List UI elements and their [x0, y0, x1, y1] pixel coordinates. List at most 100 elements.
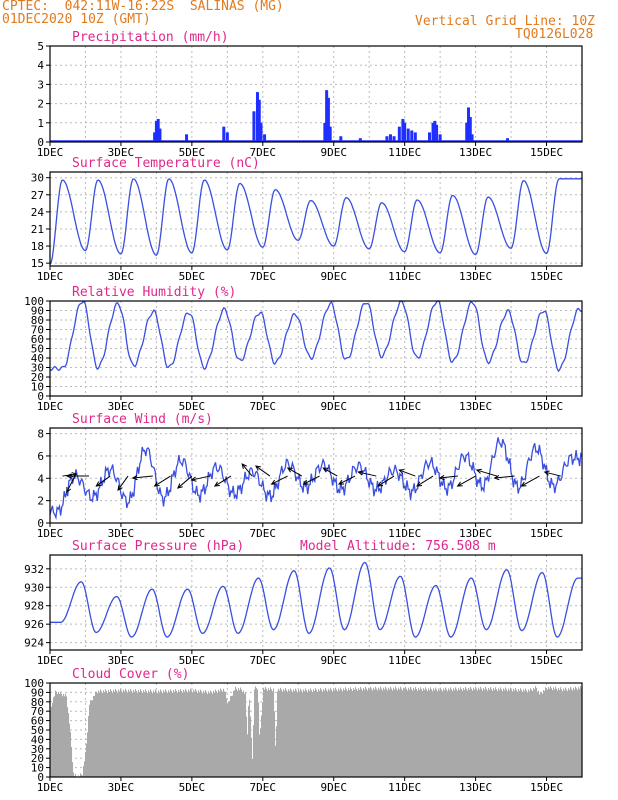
y-tick-label: 20 — [31, 752, 44, 765]
cloud-column — [407, 690, 409, 777]
cloud-column — [126, 690, 128, 777]
cloud-column — [84, 761, 86, 777]
cloud-column — [426, 689, 428, 777]
y-tick-label: 50 — [31, 343, 44, 356]
cloud-column — [566, 689, 568, 777]
x-tick-label: 11DEC — [388, 400, 421, 413]
precip-bar — [259, 122, 263, 142]
cloud-column — [567, 691, 569, 777]
cloud-column — [236, 688, 238, 777]
precip-bar — [358, 138, 362, 142]
cloud-column — [534, 689, 536, 777]
wind-arrow — [132, 475, 153, 479]
cloud-column — [527, 692, 529, 777]
y-tick-label: 6 — [37, 450, 44, 463]
cloud-column — [406, 688, 408, 777]
cloud-column — [298, 689, 300, 777]
cloud-column — [220, 688, 222, 777]
cloud-column — [443, 688, 445, 777]
cloud-column — [338, 688, 340, 777]
cloud-column — [516, 689, 518, 777]
cloud-column — [222, 691, 224, 777]
panel-frame — [49, 682, 583, 778]
cloud-column — [396, 688, 398, 777]
cloud-column — [149, 692, 151, 777]
cloud-column — [579, 688, 581, 777]
cloud-column — [53, 697, 55, 777]
cloud-column — [417, 690, 419, 777]
precip-bar — [255, 92, 259, 142]
cloud-column — [64, 696, 66, 777]
cloud-column — [398, 687, 400, 777]
precip-bar — [257, 99, 261, 142]
cloud-column — [154, 692, 156, 777]
precip-bar — [431, 122, 435, 142]
wind-arrow-head — [286, 467, 293, 473]
cloud-column — [326, 689, 328, 777]
precip-bar — [397, 126, 401, 142]
cloud-column — [215, 689, 217, 777]
cloud-column — [337, 691, 339, 777]
cloud-column — [446, 689, 448, 777]
wind-arrow — [476, 469, 498, 477]
cloud-column — [179, 691, 181, 777]
cloud-column — [102, 693, 104, 777]
cloud-column — [68, 713, 70, 777]
cloud-column — [355, 687, 357, 777]
cloud-column — [353, 688, 355, 777]
cloud-column — [197, 692, 199, 777]
cloud-column — [530, 688, 532, 777]
cloud-column — [508, 688, 510, 777]
cloud-column — [97, 693, 99, 777]
cloud-column — [206, 692, 208, 777]
cloud-column — [488, 688, 490, 777]
cloud-column — [300, 688, 302, 777]
x-tick-label: 11DEC — [388, 654, 421, 667]
x-tick-label: 3DEC — [108, 527, 135, 540]
cloud-column — [123, 689, 125, 777]
cloud-column — [577, 690, 579, 777]
cloud-column — [234, 690, 236, 777]
precip-bar — [326, 97, 330, 142]
y-tick-label: 10 — [31, 381, 44, 394]
cloud-column — [152, 693, 154, 777]
x-tick-label: 3DEC — [108, 146, 135, 159]
cloud-column — [171, 691, 173, 777]
cloud-column — [411, 688, 413, 777]
cloud-column — [414, 689, 416, 777]
x-tick-label: 11DEC — [388, 146, 421, 159]
wind-arrow-head — [131, 475, 138, 481]
cloud-column — [514, 690, 516, 777]
cloud-column — [536, 687, 538, 777]
cloud-column — [168, 690, 170, 777]
cloud-column — [146, 691, 148, 777]
cloud-column — [296, 690, 298, 777]
wind-arrow — [177, 475, 193, 489]
cloud-column — [341, 689, 343, 777]
cloud-column — [525, 688, 527, 777]
x-tick-label: 1DEC — [37, 527, 64, 540]
cloud-column — [444, 690, 446, 777]
y-tick-label: 930 — [24, 581, 44, 594]
cloud-column — [336, 689, 338, 777]
cloud-column — [468, 687, 470, 777]
cloud-column — [475, 686, 477, 777]
cloud-column — [496, 689, 498, 777]
cloud-column — [108, 690, 110, 777]
cloud-column — [447, 691, 449, 777]
cloud-column — [204, 692, 206, 777]
cloud-column — [214, 692, 216, 777]
cloud-column — [499, 690, 501, 777]
cloud-column — [137, 692, 139, 777]
y-tick-label: 40 — [31, 733, 44, 746]
cloud-column — [358, 687, 360, 777]
y-tick-label: 80 — [31, 696, 44, 709]
cloud-column — [479, 689, 481, 777]
cloud-column — [190, 688, 192, 777]
cloud-column — [292, 692, 294, 777]
cloud-column — [501, 689, 503, 777]
cloud-column — [383, 687, 385, 777]
cloud-column — [439, 690, 441, 777]
cloud-column — [400, 686, 402, 777]
cloud-column — [260, 728, 262, 777]
